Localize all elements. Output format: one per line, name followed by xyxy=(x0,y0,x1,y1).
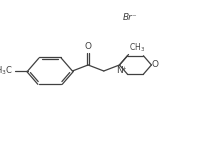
Text: N: N xyxy=(116,66,123,75)
Text: $^+$: $^+$ xyxy=(119,65,127,74)
Text: Br⁻: Br⁻ xyxy=(122,13,137,22)
Text: CH$_3$: CH$_3$ xyxy=(129,41,145,54)
Text: O: O xyxy=(85,42,92,51)
Text: O: O xyxy=(152,60,159,69)
Text: H$_3$C: H$_3$C xyxy=(0,64,13,77)
